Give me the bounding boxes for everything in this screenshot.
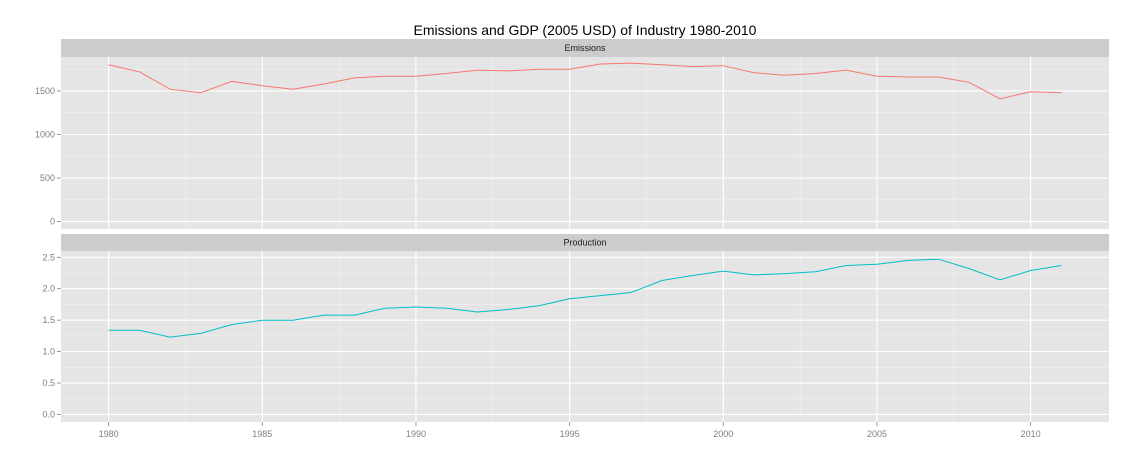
x-tick-label: 1990 (406, 429, 426, 439)
series-line-emissions (108, 62, 1062, 100)
facet-strip (61, 39, 1109, 57)
panel-emissions: Emissions 0 500 1000 1500 (35, 39, 1109, 229)
x-tick-label: 2010 (1021, 429, 1041, 439)
facet-strip-label: Production (563, 238, 606, 248)
facet-strip-label: Emissions (564, 43, 606, 53)
y-tick-label: 1.5 (42, 315, 55, 325)
y-tick-label: 2.5 (42, 252, 55, 262)
x-tick-label: 1980 (99, 429, 119, 439)
y-tick-label: 1500 (35, 86, 55, 96)
panel-background (61, 251, 1109, 422)
y-tick-label: 0 (50, 217, 55, 227)
chart-panels: Emissions 0 500 1000 1500 Production 0.0 0.5 1.0… (35, 39, 1109, 422)
y-tick-label: 0.0 (42, 409, 55, 419)
panel-background (61, 57, 1109, 229)
chart-title: Emissions and GDP (2005 USD) of Industry… (414, 22, 757, 38)
panel-production: Production 0.0 0.5 1.0 1.5 2.0 2.5 (42, 234, 1109, 422)
y-tick-label: 1.0 (42, 347, 55, 357)
y-tick-label: 0.5 (42, 378, 55, 388)
x-tick-label: 1995 (560, 429, 580, 439)
facet-strip (61, 234, 1109, 251)
x-axis: 1980 1985 1990 1995 2000 2005 2010 (99, 422, 1041, 439)
x-tick-label: 2005 (867, 429, 887, 439)
series-line-production (108, 258, 1062, 338)
y-tick-label: 2.0 (42, 284, 55, 294)
y-tick-label: 500 (40, 173, 55, 183)
y-tick-label: 1000 (35, 130, 55, 140)
x-tick-label: 1985 (252, 429, 272, 439)
x-tick-label: 2000 (713, 429, 733, 439)
